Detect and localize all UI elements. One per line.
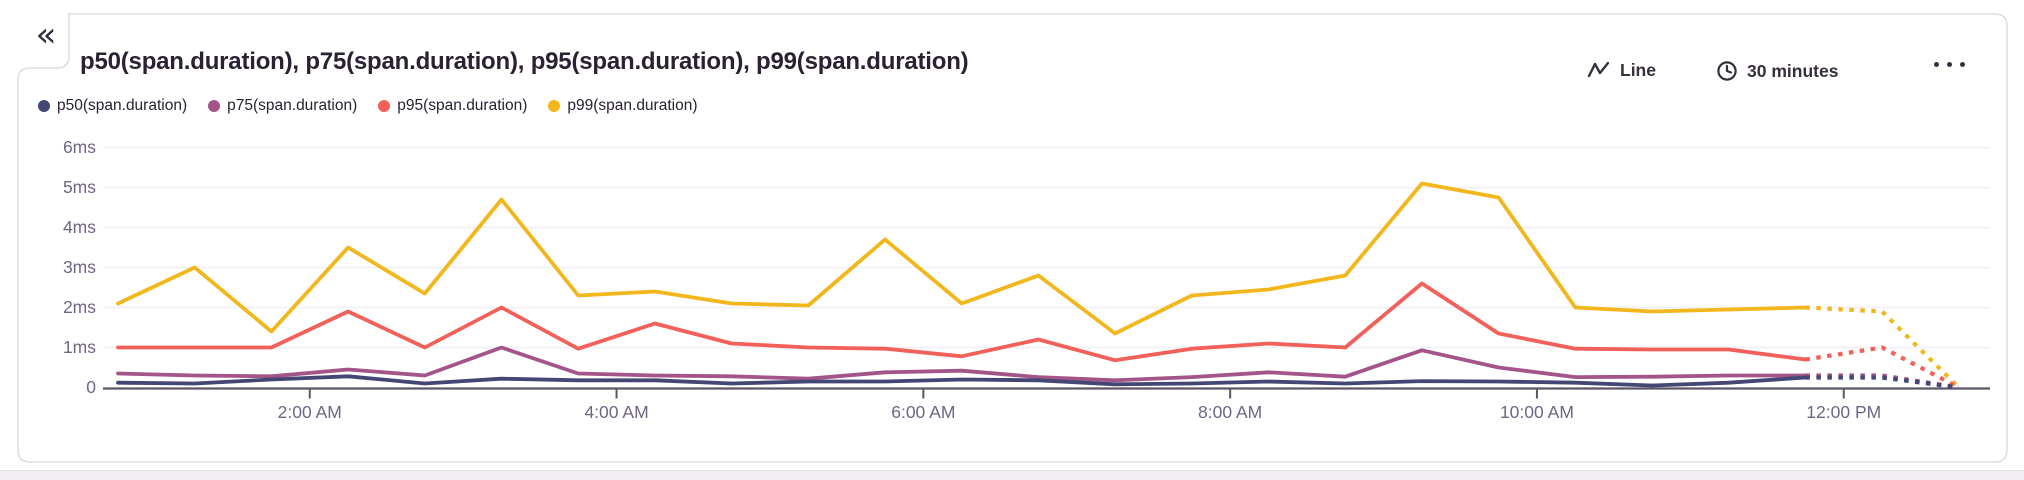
interval-button[interactable]: 30 minutes — [1712, 58, 1842, 84]
legend-swatch — [208, 100, 221, 112]
y-axis-label: 1ms — [62, 336, 96, 357]
legend-label: p99(span.duration) — [567, 97, 698, 114]
y-axis-label: 5ms — [62, 176, 96, 197]
chart-type-label: Line — [1620, 60, 1656, 80]
y-axis-label: 6ms — [62, 136, 96, 157]
legend-label: p75(span.duration) — [227, 97, 358, 114]
y-axis-label: 3ms — [62, 256, 96, 277]
legend-swatch — [378, 100, 391, 112]
x-axis-label: 10:00 AM — [1499, 402, 1574, 422]
x-axis-label: 12:00 PM — [1806, 402, 1882, 422]
chart-legend: p50(span.duration) p75(span.duration) p9… — [38, 97, 698, 115]
y-axis-label: 4ms — [62, 216, 96, 237]
legend-item-p95[interactable]: p95(span.duration) — [378, 97, 527, 115]
next-panel-edge — [0, 470, 2024, 480]
legend-label: p95(span.duration) — [397, 97, 528, 114]
x-axis-label: 2:00 AM — [277, 402, 342, 422]
y-axis-label: 0 — [86, 376, 96, 397]
more-options-button[interactable] — [1930, 60, 1969, 69]
clock-icon — [1717, 61, 1737, 81]
legend-swatch — [548, 100, 561, 112]
x-axis-label: 6:00 AM — [891, 402, 956, 422]
legend-item-p50[interactable]: p50(span.duration) — [38, 97, 187, 115]
y-axis-label: 2ms — [62, 296, 96, 317]
x-axis-label: 4:00 AM — [584, 402, 649, 422]
line-chart-icon — [1587, 61, 1610, 78]
legend-item-p75[interactable]: p75(span.duration) — [208, 97, 357, 115]
legend-label: p50(span.duration) — [57, 97, 188, 114]
legend-item-p99[interactable]: p99(span.duration) — [548, 97, 698, 115]
chart-title: p50(span.duration), p75(span.duration), … — [80, 48, 969, 75]
chart-type-button[interactable]: Line — [1583, 58, 1660, 83]
interval-label: 30 minutes — [1747, 60, 1839, 81]
x-axis-label: 8:00 AM — [1198, 402, 1263, 422]
collapse-sidebar-button[interactable]: « — [24, 12, 68, 58]
legend-swatch — [38, 100, 50, 112]
ellipsis-icon — [1934, 62, 1965, 67]
